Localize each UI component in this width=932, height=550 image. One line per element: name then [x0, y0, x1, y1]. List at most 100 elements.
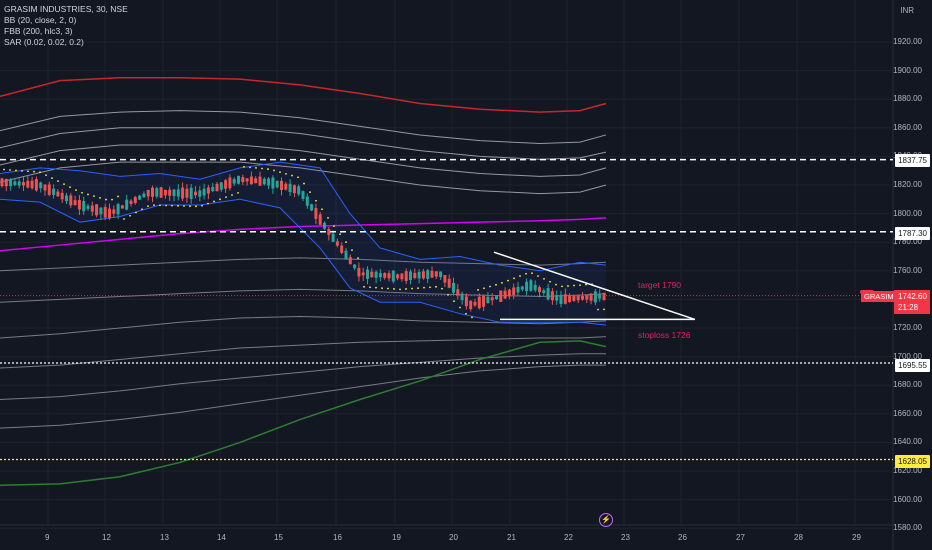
sar-dot [117, 195, 119, 198]
sar-dot [513, 277, 515, 280]
candle-body [344, 250, 348, 260]
candle-body [69, 195, 73, 206]
flash-icon[interactable]: ⚡ [599, 513, 613, 527]
candle-body [206, 187, 210, 194]
candle-body [546, 288, 550, 300]
candle-body [215, 183, 219, 192]
trendline-upper [493, 251, 696, 321]
candle-body [245, 178, 249, 182]
candle-body [413, 272, 417, 278]
time-tick: 21 [507, 533, 516, 542]
sar-dot [27, 170, 29, 173]
candle-body [482, 295, 486, 307]
candle-body [340, 245, 344, 253]
time-tick: 16 [333, 533, 342, 542]
candle-body [464, 296, 468, 307]
price-tick: 1660.00 [893, 408, 922, 418]
sar-dot [441, 287, 443, 290]
sar-dot [579, 284, 581, 286]
candle-body [525, 281, 529, 292]
candle-body [138, 195, 142, 200]
current-price-tag: 1742.60 21:28 [894, 290, 930, 314]
sar-dot [21, 169, 23, 172]
level-label-1628: 1628.05 [895, 455, 930, 468]
sar-dot [225, 196, 227, 199]
sar-dot [603, 308, 605, 311]
time-tick: 15 [274, 533, 283, 542]
sar-dot [255, 167, 257, 169]
time-tick: 20 [449, 533, 458, 542]
sar-dot [33, 170, 35, 173]
legend-sar[interactable]: SAR (0.02, 0.02, 0.2) [4, 37, 84, 47]
candle-body [43, 184, 47, 191]
candle-body [318, 214, 322, 225]
sar-dot [381, 287, 383, 290]
sar-dot [285, 172, 287, 175]
time-tick: 12 [102, 533, 111, 542]
sar-dot [15, 169, 17, 172]
sar-dot [351, 249, 353, 252]
candle-body [65, 195, 68, 202]
candle-body [400, 273, 404, 280]
candle-body [323, 222, 326, 229]
candle-body [452, 282, 455, 293]
candle-body [90, 205, 94, 212]
candle-body [314, 208, 318, 219]
sar-dot [147, 205, 149, 207]
sar-dot [519, 275, 521, 277]
candle-body [56, 191, 60, 197]
candle-body [335, 241, 339, 246]
candle-body [275, 181, 279, 188]
candle-body [258, 176, 262, 186]
sar-dot [531, 272, 533, 275]
sar-dot [309, 191, 311, 194]
candle-body [495, 296, 498, 300]
price-tick: 1860.00 [893, 122, 922, 132]
sar-dot [51, 177, 53, 180]
price-tick: 1920.00 [893, 37, 922, 46]
sar-dot [141, 208, 143, 211]
sar-dot [267, 168, 269, 170]
candle-body [189, 187, 193, 200]
sar-dot [177, 204, 179, 207]
candle-body [284, 183, 288, 190]
candle-body [224, 180, 228, 189]
legend-symbol[interactable]: GRASIM INDUSTRIES, 30, NSE [4, 4, 128, 14]
sar-dot [237, 191, 239, 194]
legend-bb[interactable]: BB (20, close, 2, 0) [4, 15, 77, 25]
sar-dot [585, 283, 587, 286]
candle-body [563, 294, 567, 304]
legend-fbb[interactable]: FBB (200, hlc3, 3) [4, 26, 73, 36]
candle-body [383, 272, 387, 278]
stoploss-annotation[interactable]: stoploss 1726 [638, 330, 691, 340]
candle-body [0, 178, 4, 187]
sar-dot [45, 174, 47, 177]
candle-body [9, 179, 13, 187]
sar-dot [39, 171, 41, 174]
price-tick: 1800.00 [893, 208, 922, 218]
sar-dot [333, 225, 335, 227]
candle-body [103, 207, 107, 218]
candle-body [142, 193, 146, 198]
sar-dot [99, 196, 101, 199]
candle-body [254, 178, 258, 184]
sar-dot [363, 285, 365, 288]
sar-dot [387, 287, 389, 290]
candle-body [348, 257, 352, 265]
sar-dot [279, 171, 281, 174]
candle-body [593, 291, 597, 303]
time-tick: 14 [217, 533, 226, 542]
candle-body [460, 293, 464, 301]
sar-dot [189, 205, 191, 208]
candle-body [288, 183, 292, 192]
sar-dot [195, 205, 197, 208]
target-annotation[interactable]: target 1790 [638, 280, 682, 290]
candle-body [409, 271, 412, 281]
candle-body [486, 296, 490, 304]
sar-dot [123, 218, 125, 220]
sar-dot [501, 282, 503, 284]
candle-body [529, 280, 533, 291]
sar-dot [159, 204, 161, 207]
candle-body [249, 176, 253, 185]
